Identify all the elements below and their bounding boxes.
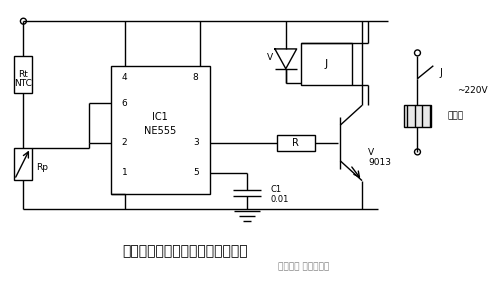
Text: V: V — [368, 148, 374, 157]
Bar — [277, 135, 314, 151]
Text: ~220V: ~220V — [457, 86, 488, 95]
Text: IC1: IC1 — [152, 112, 168, 122]
Text: 温度区间控制电路：施密特触发器: 温度区间控制电路：施密特触发器 — [122, 244, 248, 258]
Bar — [14, 56, 32, 93]
Text: 6: 6 — [122, 99, 127, 108]
Bar — [111, 66, 209, 194]
Bar — [14, 148, 32, 180]
Text: NE555: NE555 — [144, 126, 176, 136]
Text: 3: 3 — [193, 138, 198, 147]
Text: Rp: Rp — [36, 163, 48, 172]
Text: J: J — [325, 59, 328, 69]
Text: 5: 5 — [193, 168, 198, 177]
Text: 4: 4 — [122, 73, 127, 82]
Text: 加热器: 加热器 — [447, 112, 463, 121]
Text: 0.01: 0.01 — [271, 195, 289, 204]
Bar — [404, 105, 432, 127]
Text: V: V — [267, 53, 273, 62]
Text: Rt: Rt — [18, 70, 28, 79]
Bar — [301, 43, 352, 85]
Text: 2: 2 — [122, 138, 127, 147]
Text: 9013: 9013 — [368, 158, 391, 167]
Text: 1: 1 — [122, 168, 127, 177]
Text: NTC: NTC — [14, 79, 32, 88]
Text: J: J — [439, 68, 442, 78]
Text: R: R — [292, 138, 299, 148]
Text: C1: C1 — [271, 185, 282, 194]
Text: 通用技术 电控路路通: 通用技术 电控路路通 — [278, 262, 329, 271]
Text: 8: 8 — [193, 73, 198, 82]
